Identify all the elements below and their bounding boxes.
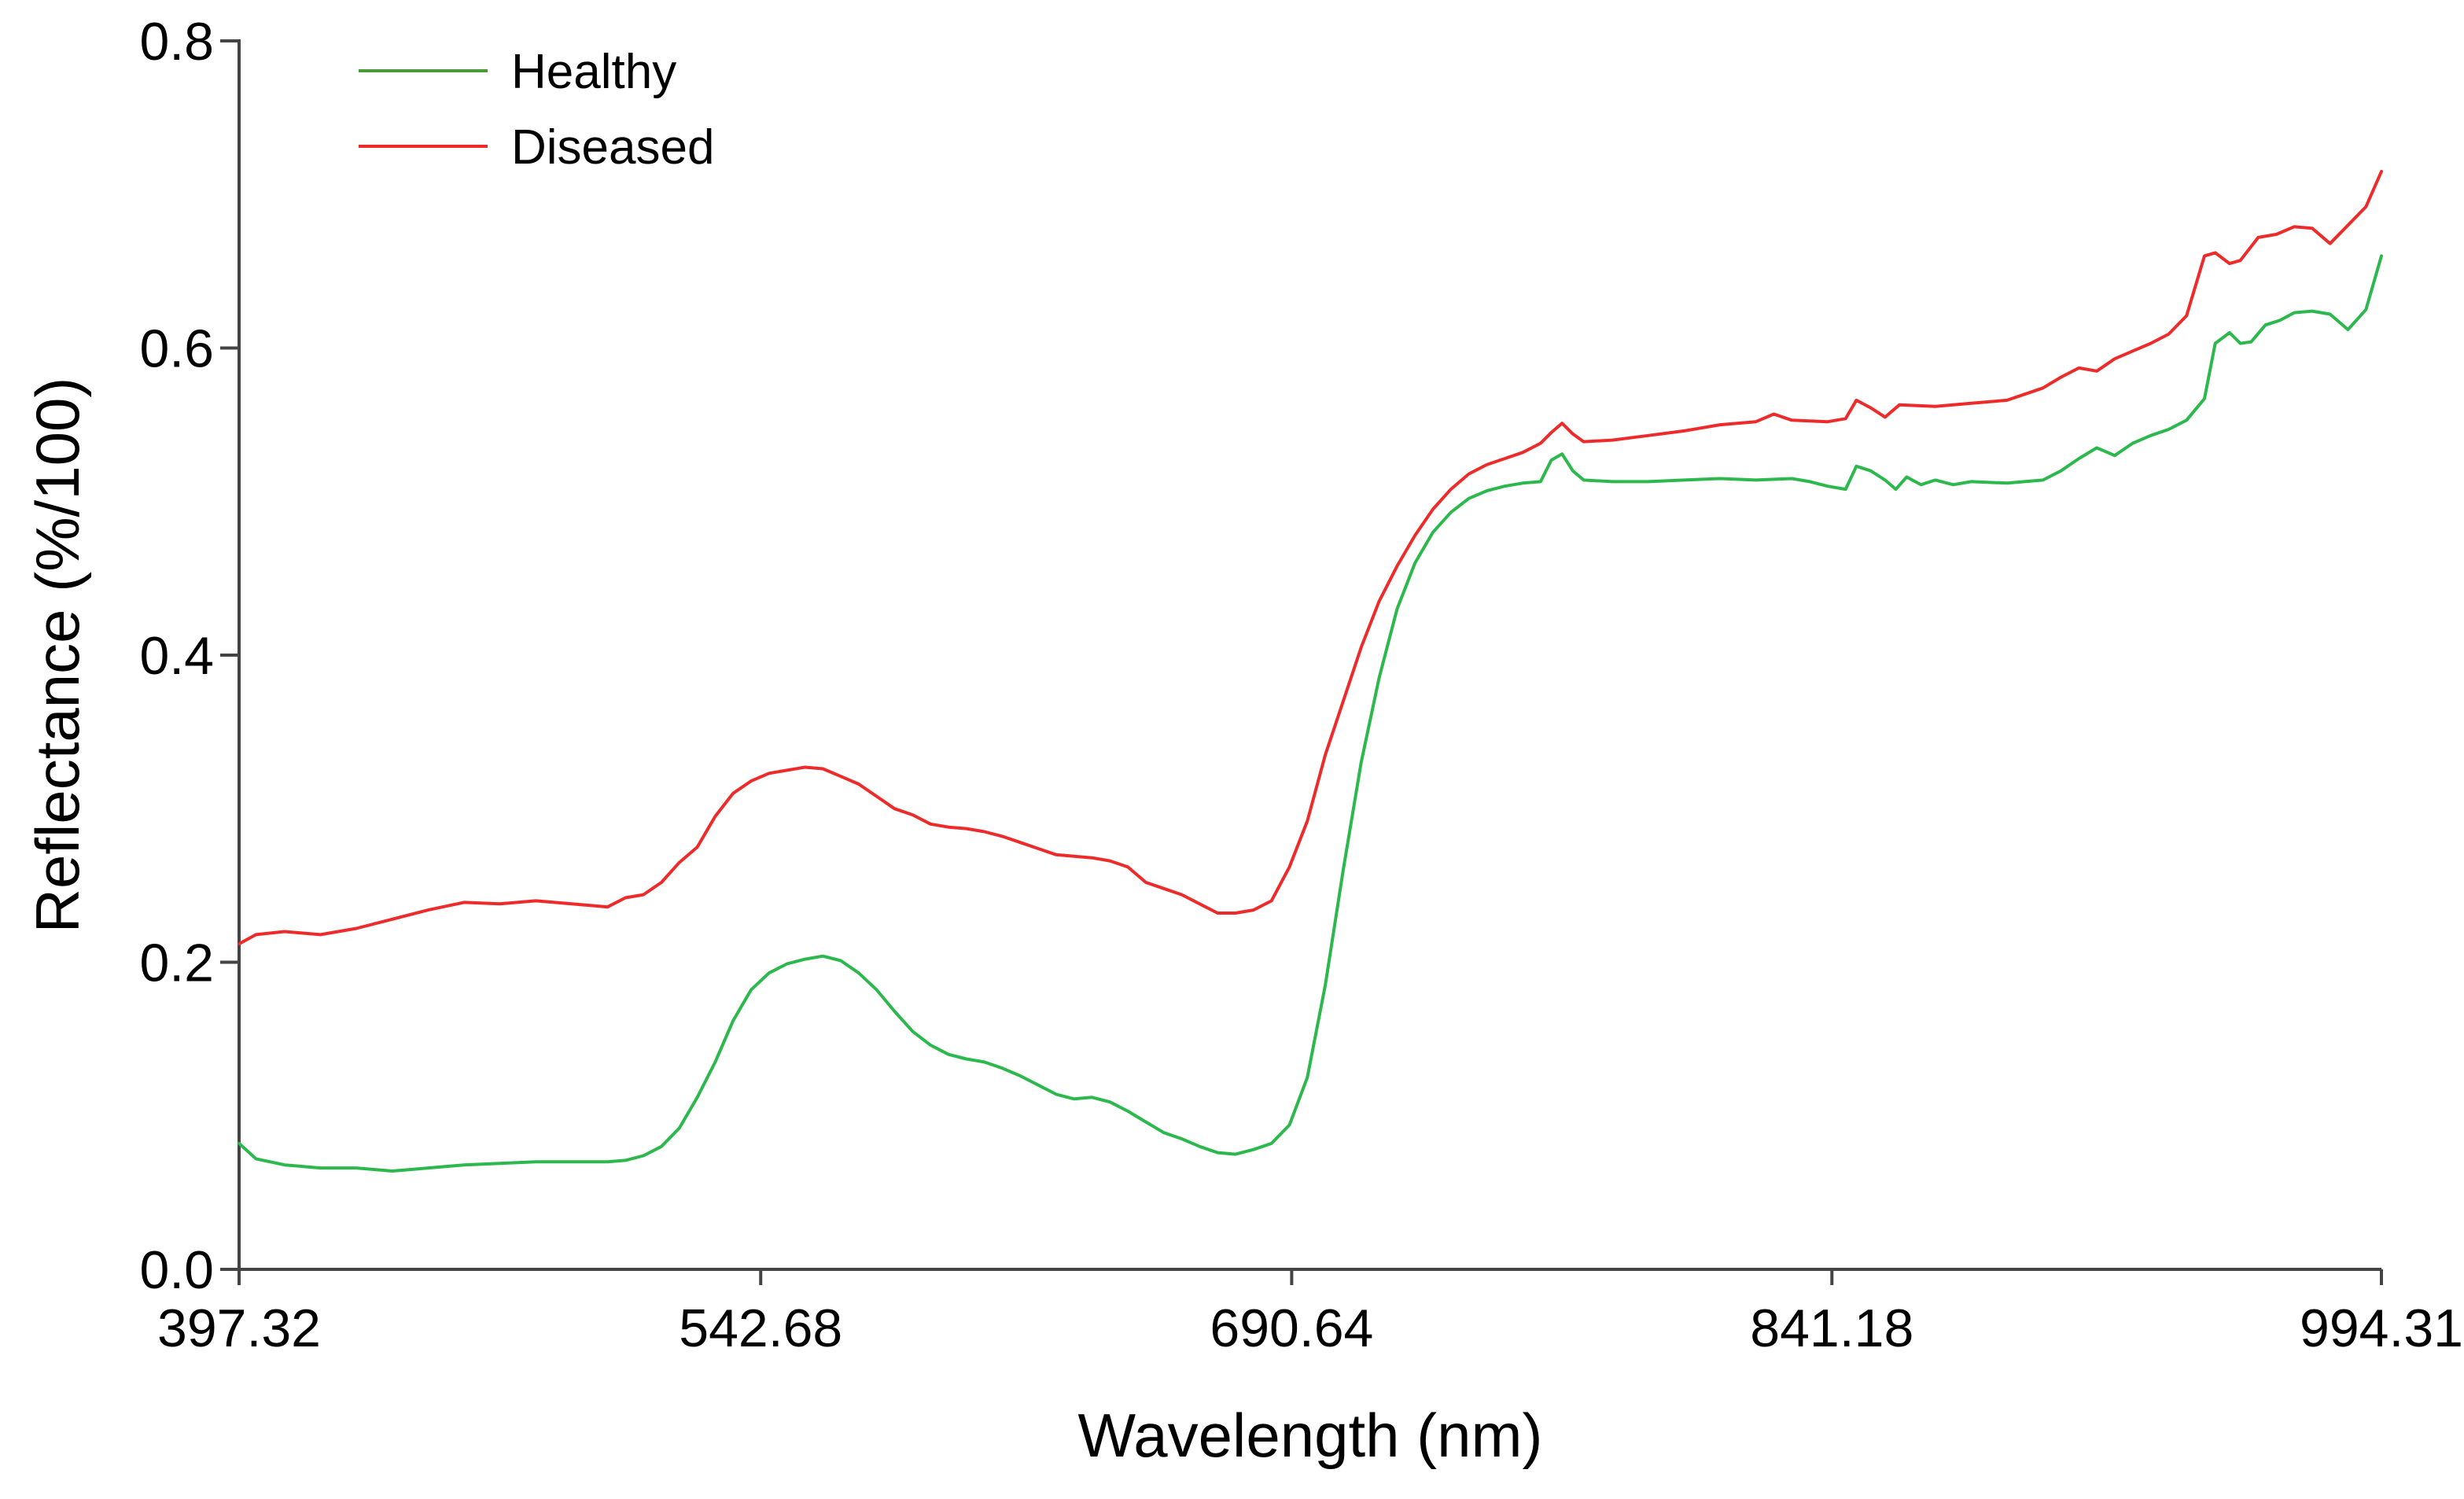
legend: Healthy Diseased — [359, 45, 714, 175]
legend-label-diseased: Diseased — [511, 120, 714, 175]
x-tick-label: 690.64 — [1210, 1298, 1373, 1358]
legend-label-healthy: Healthy — [511, 45, 676, 99]
series-group — [238, 170, 2383, 1173]
x-tick-label: 397.32 — [157, 1298, 321, 1358]
y-tick-label: 0.4 — [139, 626, 214, 686]
x-tick-label: 994.31 — [2300, 1298, 2463, 1358]
y-axis-title: Reflectance (%/100) — [23, 378, 92, 934]
x-tick-label: 841.18 — [1750, 1298, 1913, 1358]
y-tick-label: 0.2 — [139, 934, 214, 993]
series-line-diseased — [238, 170, 2383, 946]
axes — [238, 39, 2381, 1271]
y-tick-label: 0.6 — [139, 319, 214, 379]
x-tick-label: 542.68 — [679, 1298, 842, 1358]
y-tick-label: 0.8 — [139, 12, 214, 72]
series-line-healthy — [238, 254, 2383, 1173]
y-tick-label: 0.0 — [139, 1240, 214, 1300]
x-axis-title: Wavelength (nm) — [1078, 1401, 1543, 1470]
tick-group: 0.0 0.2 0.4 0.6 0.8 397.32 542.68 690.64 841.18 9… — [139, 12, 2463, 1358]
